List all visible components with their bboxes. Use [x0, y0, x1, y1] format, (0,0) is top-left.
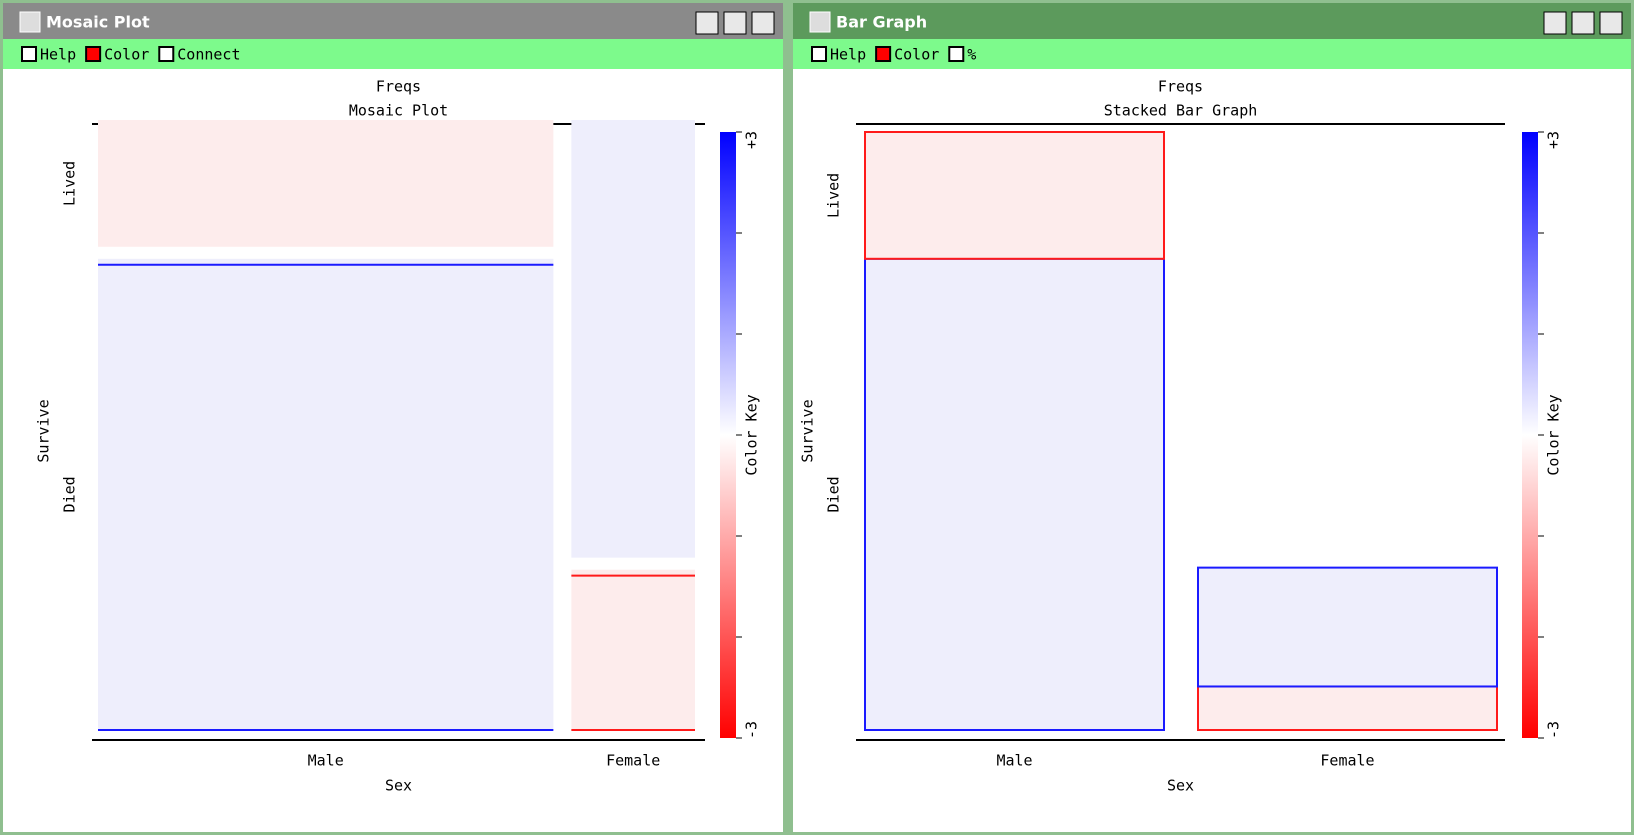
chart-subtitle: Mosaic Plot — [349, 102, 448, 120]
chart-subtitle: Stacked Bar Graph — [1104, 102, 1258, 120]
x-axis-label: Sex — [1167, 777, 1194, 795]
menu-item[interactable]: Color — [894, 46, 939, 64]
cell — [865, 132, 1164, 259]
x-tick-label: Male — [996, 752, 1032, 770]
cell — [571, 120, 695, 558]
x-tick-label: Female — [1320, 752, 1374, 770]
x-axis-label: Sex — [385, 777, 412, 795]
window-button-min[interactable] — [1543, 11, 1567, 35]
y-axis-label: Survive — [799, 399, 817, 462]
window-icon — [809, 11, 831, 33]
menu-item[interactable]: Help — [830, 46, 866, 64]
menu-bar — [793, 39, 1631, 69]
menu-checkbox[interactable] — [811, 46, 827, 62]
y-tick-label: Lived — [61, 161, 79, 206]
window-button-max[interactable] — [1571, 11, 1595, 35]
key-max: +3 — [743, 131, 761, 149]
title-bar — [3, 3, 783, 39]
x-tick-label: Female — [606, 752, 660, 770]
y-tick-label: Lived — [825, 173, 843, 218]
color-key — [720, 132, 736, 738]
menu-checkbox[interactable] — [875, 46, 892, 62]
cell-edge — [864, 131, 1165, 260]
menu-item[interactable]: Connect — [177, 46, 240, 64]
menu-checkbox[interactable] — [158, 46, 175, 62]
key-label: Color Key — [743, 394, 761, 475]
key-max: +3 — [1545, 131, 1563, 149]
menu-checkbox[interactable] — [948, 46, 965, 62]
chart-title: Freqs — [1158, 78, 1203, 96]
menu-item[interactable]: Help — [40, 46, 76, 64]
cell-edge — [1197, 566, 1498, 688]
menu-item[interactable]: Color — [104, 46, 149, 64]
window-title: Mosaic Plot — [46, 13, 150, 32]
window: Bar Graph Help Color % Freqs Stacked Bar Grap… — [787, 0, 1634, 835]
menu-item[interactable]: % — [967, 46, 976, 64]
cell — [865, 258, 1164, 730]
key-label: Color Key — [1545, 394, 1563, 475]
menu-checkbox[interactable] — [21, 46, 37, 62]
menu-bar — [3, 39, 783, 69]
menu-checkbox[interactable] — [85, 46, 102, 62]
title-bar — [793, 3, 1631, 39]
window: Mosaic Plot Help Color Connect Freqs Mosaic P… — [0, 0, 789, 835]
window-title: Bar Graph — [836, 13, 927, 32]
x-tick-label: Male — [308, 752, 344, 770]
window-button-close[interactable] — [751, 11, 775, 35]
window-button-max[interactable] — [723, 11, 747, 35]
window-button-min[interactable] — [695, 11, 719, 35]
y-axis-label: Survive — [35, 399, 53, 462]
cell — [1198, 567, 1497, 687]
window-button-close[interactable] — [1599, 11, 1623, 35]
chart-title: Freqs — [376, 78, 421, 96]
cell — [98, 258, 554, 730]
cell — [1198, 686, 1497, 730]
cell — [571, 569, 695, 730]
key-min: -3 — [1545, 721, 1563, 739]
y-tick-label: Died — [825, 476, 843, 512]
key-min: -3 — [743, 721, 761, 739]
color-key — [1522, 132, 1538, 738]
y-tick-label: Died — [61, 476, 79, 512]
window-icon — [19, 11, 41, 33]
cell — [98, 120, 554, 247]
